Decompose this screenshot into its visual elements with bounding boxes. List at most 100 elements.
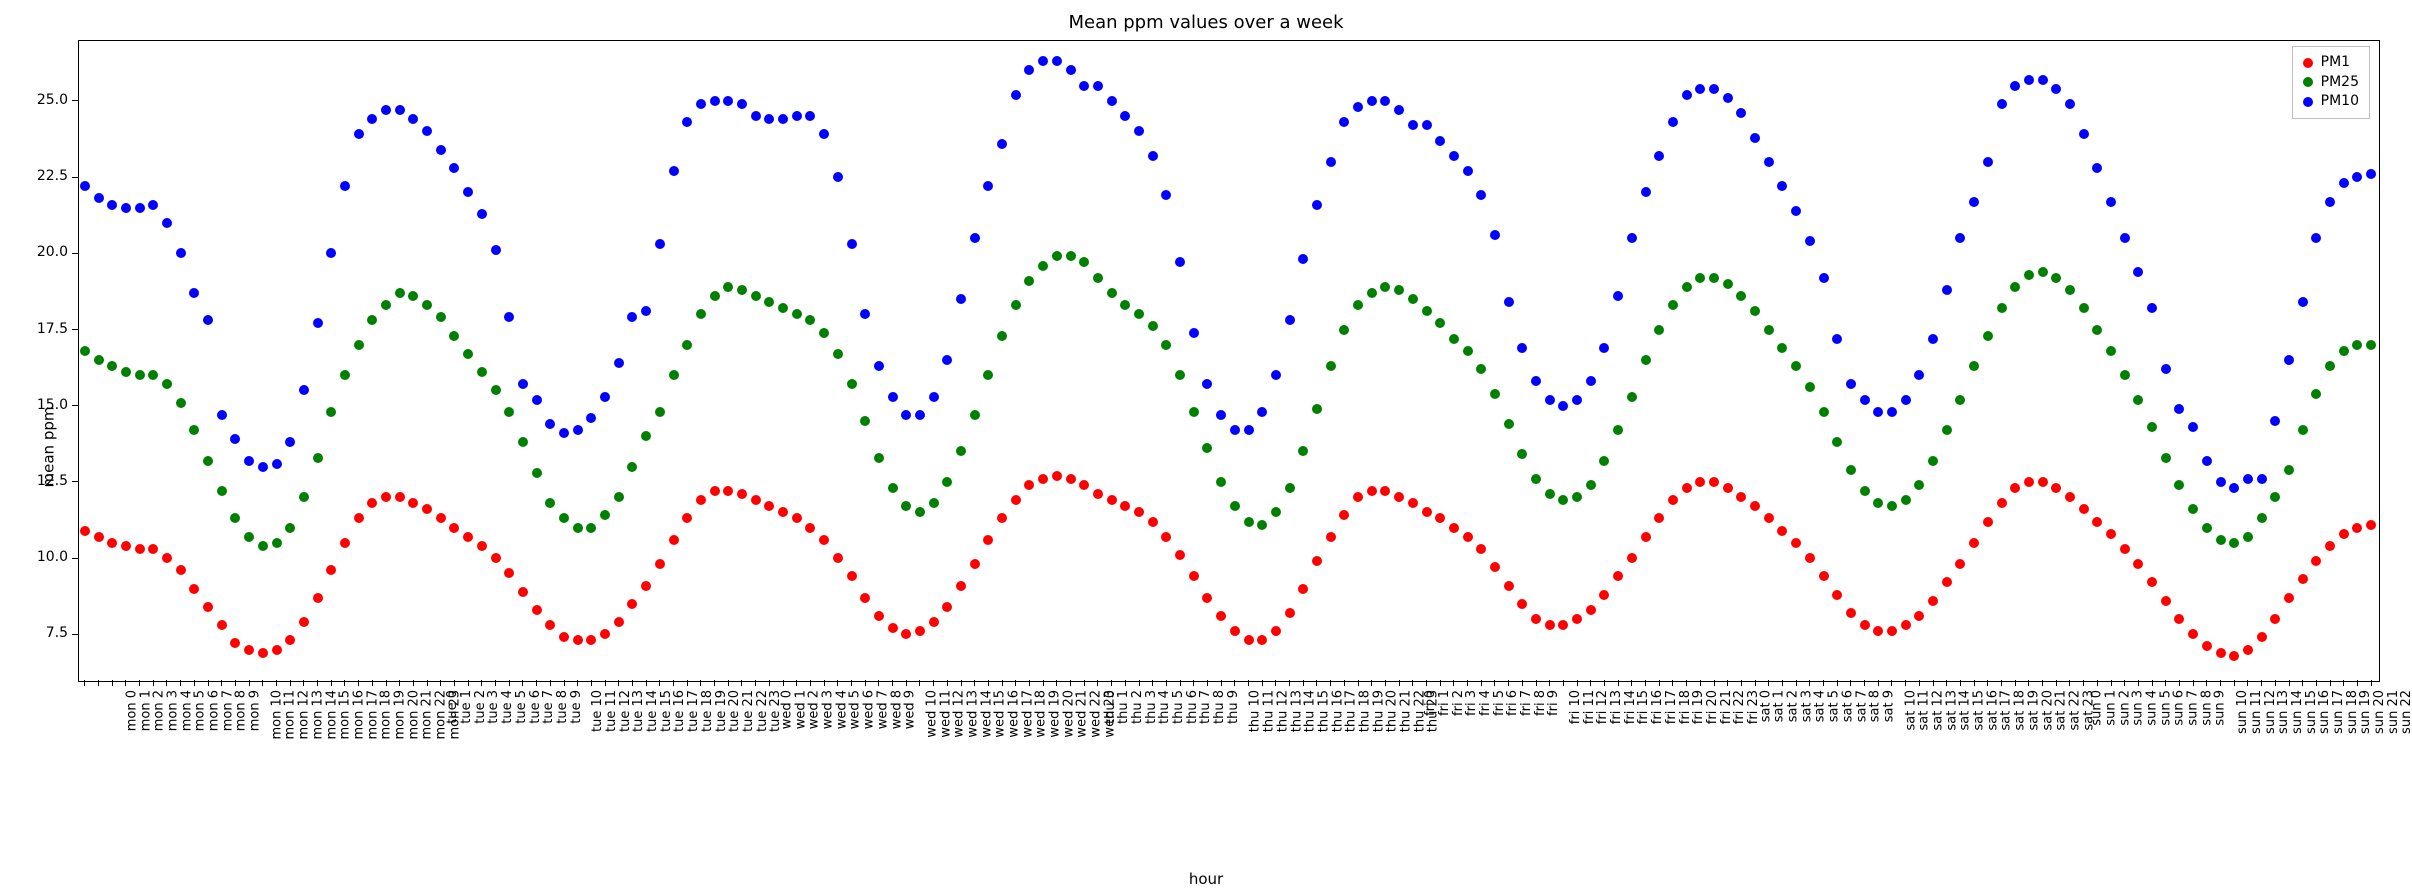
- data-point-PM10: [299, 385, 309, 395]
- data-point-PM10: [1189, 328, 1199, 338]
- xtick-mark: [1905, 680, 1906, 686]
- data-point-PM1: [1435, 513, 1445, 523]
- xtick-mark: [399, 680, 400, 686]
- xtick-mark: [2330, 680, 2331, 686]
- data-point-PM25: [230, 513, 240, 523]
- xtick-label: thu 9: [1226, 690, 1241, 724]
- data-point-PM10: [1408, 120, 1418, 130]
- data-point-PM1: [1777, 526, 1787, 536]
- xtick-label: fri 3: [1464, 690, 1479, 716]
- xtick-label: thu 15: [1316, 690, 1331, 732]
- data-point-PM1: [2010, 483, 2020, 493]
- data-point-PM1: [1942, 577, 1952, 587]
- data-point-PM25: [860, 416, 870, 426]
- xtick-mark: [1399, 680, 1400, 686]
- xtick-mark: [947, 680, 948, 686]
- data-point-PM25: [737, 285, 747, 295]
- data-point-PM25: [983, 370, 993, 380]
- data-point-PM1: [600, 629, 610, 639]
- xtick-mark: [1645, 680, 1646, 686]
- data-point-PM1: [1750, 501, 1760, 511]
- data-point-PM10: [2298, 297, 2308, 307]
- data-point-PM1: [586, 635, 596, 645]
- data-point-PM25: [381, 300, 391, 310]
- data-point-PM1: [559, 632, 569, 642]
- data-point-PM10: [2051, 84, 2061, 94]
- data-point-PM25: [217, 486, 227, 496]
- data-point-PM10: [1983, 157, 1993, 167]
- xtick-label: wed 6: [861, 690, 876, 729]
- data-point-PM1: [2257, 632, 2267, 642]
- xtick-label: sun 9: [2213, 690, 2228, 726]
- data-point-PM25: [121, 367, 131, 377]
- data-point-PM10: [1052, 56, 1062, 66]
- data-point-PM10: [1572, 395, 1582, 405]
- data-point-PM10: [888, 392, 898, 402]
- data-point-PM1: [1093, 489, 1103, 499]
- data-point-PM25: [1750, 306, 1760, 316]
- xtick-mark: [427, 680, 428, 686]
- data-point-PM25: [1955, 395, 1965, 405]
- xtick-mark: [1714, 680, 1715, 686]
- xtick-mark: [1002, 680, 1003, 686]
- data-point-PM25: [1914, 480, 1924, 490]
- data-point-PM10: [2202, 456, 2212, 466]
- data-point-PM25: [189, 425, 199, 435]
- xtick-mark: [84, 680, 85, 686]
- data-point-PM1: [1257, 635, 1267, 645]
- data-point-PM10: [1066, 65, 1076, 75]
- xtick-mark: [741, 680, 742, 686]
- data-point-PM1: [1011, 495, 1021, 505]
- data-point-PM1: [107, 538, 117, 548]
- data-point-PM25: [1435, 318, 1445, 328]
- xtick-mark: [1946, 680, 1947, 686]
- data-point-PM1: [2024, 477, 2034, 487]
- data-point-PM1: [682, 513, 692, 523]
- data-point-PM25: [805, 315, 815, 325]
- data-point-PM10: [669, 166, 679, 176]
- data-point-PM1: [1490, 562, 1500, 572]
- xtick-mark: [1604, 680, 1605, 686]
- data-point-PM10: [1723, 93, 1733, 103]
- data-point-PM25: [1298, 446, 1308, 456]
- xtick-label: fri 13: [1609, 690, 1624, 724]
- data-point-PM25: [1709, 273, 1719, 283]
- data-point-PM10: [1846, 379, 1856, 389]
- data-point-PM10: [1422, 120, 1432, 130]
- data-point-PM25: [1997, 303, 2007, 313]
- xtick-mark: [1029, 680, 1030, 686]
- xtick-mark: [1193, 680, 1194, 686]
- xtick-mark: [495, 680, 496, 686]
- data-point-PM10: [1860, 395, 1870, 405]
- data-point-PM1: [956, 581, 966, 591]
- data-point-PM25: [1599, 456, 1609, 466]
- data-point-PM25: [1572, 492, 1582, 502]
- xtick-label: fri 7: [1519, 690, 1534, 716]
- data-point-PM10: [915, 410, 925, 420]
- data-point-PM25: [1695, 273, 1705, 283]
- xtick-mark: [2316, 680, 2317, 686]
- xtick-label: sat 22: [2067, 690, 2082, 731]
- data-point-PM10: [258, 462, 268, 472]
- xtick-mark: [2083, 680, 2084, 686]
- data-point-PM10: [1887, 407, 1897, 417]
- xtick-mark: [1864, 680, 1865, 686]
- xtick-mark: [2042, 680, 2043, 686]
- data-point-PM25: [1408, 294, 1418, 304]
- xtick-mark: [1234, 680, 1235, 686]
- data-point-PM1: [1709, 477, 1719, 487]
- xtick-label: sat 21: [2054, 690, 2069, 731]
- xtick-label: mon 15: [338, 690, 353, 740]
- data-point-PM10: [1832, 334, 1842, 344]
- data-point-PM25: [600, 510, 610, 520]
- data-point-PM10: [627, 312, 637, 322]
- data-point-PM25: [778, 303, 788, 313]
- xtick-mark: [1837, 680, 1838, 686]
- data-point-PM25: [942, 477, 952, 487]
- data-point-PM25: [299, 492, 309, 502]
- data-point-PM1: [2352, 523, 2362, 533]
- data-point-PM25: [2010, 282, 2020, 292]
- data-point-PM1: [326, 565, 336, 575]
- xtick-label: sat 9: [1881, 690, 1896, 722]
- data-point-PM10: [272, 459, 282, 469]
